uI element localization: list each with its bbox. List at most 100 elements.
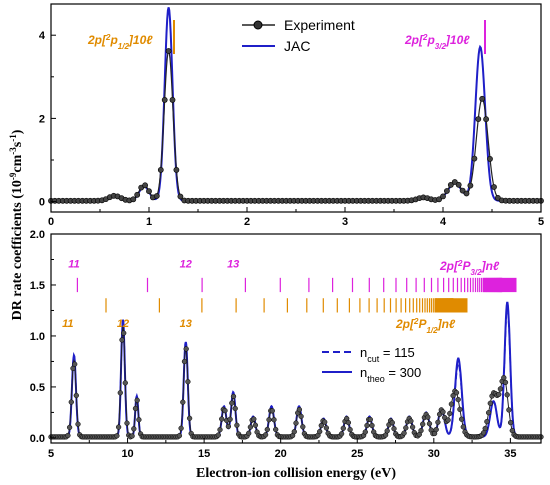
experiment-point-bottom [65, 432, 71, 439]
experiment-point-bottom [347, 426, 353, 433]
top-y-tick-label: 0 [39, 197, 45, 209]
experiment-point [455, 181, 462, 188]
experiment-point-bottom [217, 427, 223, 433]
experiment-point-bottom [134, 397, 140, 403]
experiment-point [153, 193, 160, 199]
top-y-tick-label: 4 [39, 30, 46, 42]
experiment-point-bottom [504, 392, 510, 398]
rydberg-p12-n-label: 11 [62, 318, 73, 330]
experiment-point-bottom [232, 405, 238, 412]
experiment-point-bottom [300, 424, 306, 430]
experiment-point-bottom [215, 432, 221, 438]
experiment-point-bottom [117, 390, 123, 396]
top-legend: Experiment JAC [242, 17, 355, 54]
experiment-point [165, 48, 172, 54]
top-x-tick-label: 2 [244, 216, 250, 228]
experiment-point [479, 95, 486, 102]
experiment-point [142, 182, 148, 189]
experiment-point-bottom [440, 409, 446, 415]
experiment-point-bottom [273, 426, 279, 433]
experiment-point-bottom [136, 417, 142, 423]
bottom-y-tick-label: 2.0 [30, 229, 45, 241]
experiment-point-bottom [448, 401, 455, 407]
experiment-point-bottom [68, 399, 74, 405]
top-panel: 0 1 2 3 4 5 0 2 4 2p[2p1/2]10ℓ 2p[2p3/2]10ℓ Expe… [39, 3, 544, 228]
bottom-curves [48, 301, 544, 440]
experiment-point [467, 182, 474, 189]
experiment-point-bottom [269, 408, 275, 414]
top-x-tick-label: 1 [146, 216, 152, 228]
experiment-point-bottom [507, 419, 514, 426]
experiment-point-bottom [262, 432, 269, 438]
experiment-point-bottom [485, 410, 492, 416]
experiment-point [134, 191, 141, 198]
experiment-point-bottom [246, 430, 252, 436]
top-x-tick-label: 3 [342, 216, 348, 228]
experiment-point [146, 188, 152, 195]
experiment-point-bottom [418, 427, 424, 434]
experiment-point-bottom [322, 419, 328, 425]
rydberg-p32-n-label: 12 [180, 259, 192, 271]
experiment-point-bottom [132, 405, 139, 412]
experiment-point-bottom [251, 416, 257, 422]
rydberg-markers [76, 277, 517, 313]
experiment-point-bottom [131, 426, 137, 432]
experiment-point-bottom [185, 379, 191, 385]
bottom-ticks: 5 10 15 20 25 30 35 0.0 0.5 1.0 1.5 2.0 [30, 229, 517, 460]
experiment-point-bottom [403, 425, 409, 431]
experiment-point-bottom [180, 399, 186, 405]
bottom-legend: ncut = 115 ntheo = 300 [322, 345, 421, 384]
bottom-x-tick-label: 20 [275, 448, 287, 460]
experiment-point [130, 196, 137, 203]
experiment-point-bottom [455, 396, 461, 403]
experiment-point [157, 166, 164, 173]
experiment-point-bottom [317, 428, 323, 435]
experiment-point-bottom [129, 433, 135, 439]
bottom-panel: 5 10 15 20 25 30 35 0.0 0.5 1.0 1.5 2.0 2p[2P3/2]nℓ… [30, 229, 544, 481]
experiment-point-bottom [114, 433, 120, 439]
experiment-point-bottom [426, 421, 433, 427]
legend-experiment: Experiment [284, 17, 355, 33]
top-ticks: 0 1 2 3 4 5 0 2 4 [39, 30, 544, 228]
experiment-point-bottom [225, 423, 232, 430]
rydberg-n-labels: 11 12 13 11 12 13 [62, 259, 239, 330]
bottom-x-tick-label: 10 [121, 448, 133, 460]
experiment-point-bottom [497, 386, 504, 392]
experiment-point [161, 97, 168, 103]
label-p12-nl: 2p[2P1/2]nℓ [395, 317, 456, 335]
experiment-point-bottom [222, 407, 228, 414]
top-x-tick-label: 0 [48, 216, 54, 228]
experiment-point-bottom [447, 410, 453, 417]
experiment-point-bottom [433, 426, 439, 433]
bottom-x-tick-label: 15 [198, 448, 210, 460]
experiment-point-bottom [369, 422, 375, 429]
bottom-x-tick-label: 30 [428, 448, 440, 460]
experiment-point [459, 187, 466, 194]
experiment-point-bottom [340, 425, 346, 431]
rydberg-p12-n-label: 13 [180, 318, 192, 330]
experiment-legend-marker [253, 20, 263, 30]
annotation-p32-10l: 2p[2p3/2]10ℓ [404, 33, 470, 51]
rydberg-band [483, 277, 517, 293]
experiment-point-bottom [401, 430, 407, 436]
rydberg-band [435, 298, 468, 313]
x-axis-label: Electron-ion collision energy (eV) [196, 466, 396, 481]
experiment-point-bottom [420, 421, 426, 427]
top-x-tick-label: 4 [440, 216, 447, 228]
legend-jac: JAC [284, 38, 310, 54]
experiment-point [169, 97, 176, 103]
experiment-point-bottom [178, 425, 184, 431]
experiment-point-bottom [229, 400, 235, 406]
experiment-point-bottom [291, 429, 297, 435]
series-experiment [51, 49, 541, 202]
experiment-point [475, 116, 482, 122]
experiment-point-bottom [501, 375, 507, 381]
experiment-point-bottom [219, 416, 225, 422]
experiment-point-bottom [124, 420, 130, 426]
rydberg-p32-n-label: 11 [68, 259, 79, 271]
experiment-point-bottom [367, 416, 373, 423]
bottom-x-tick-label: 35 [504, 448, 516, 460]
experiment-point [173, 166, 180, 173]
experiment-point-bottom [502, 379, 509, 386]
